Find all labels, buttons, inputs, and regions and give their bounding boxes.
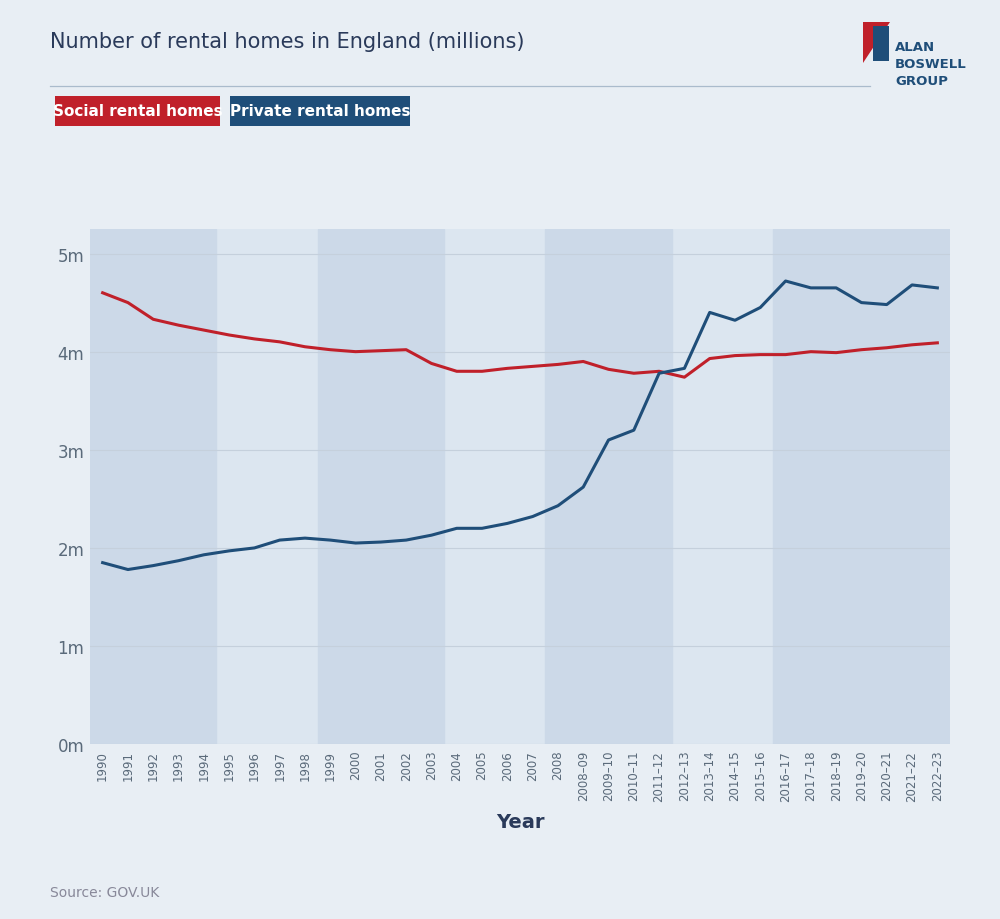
Text: Private rental homes: Private rental homes (230, 104, 410, 119)
X-axis label: Year: Year (496, 811, 544, 831)
Text: ALAN
BOSWELL
GROUP: ALAN BOSWELL GROUP (895, 41, 967, 88)
Text: Source: GOV.UK: Source: GOV.UK (50, 885, 159, 899)
Bar (90, 230, 216, 744)
Bar (545, 230, 672, 744)
Text: Social rental homes: Social rental homes (53, 104, 222, 119)
Text: Number of rental homes in England (millions): Number of rental homes in England (milli… (50, 32, 524, 52)
Bar (773, 230, 950, 744)
Bar (318, 230, 444, 744)
